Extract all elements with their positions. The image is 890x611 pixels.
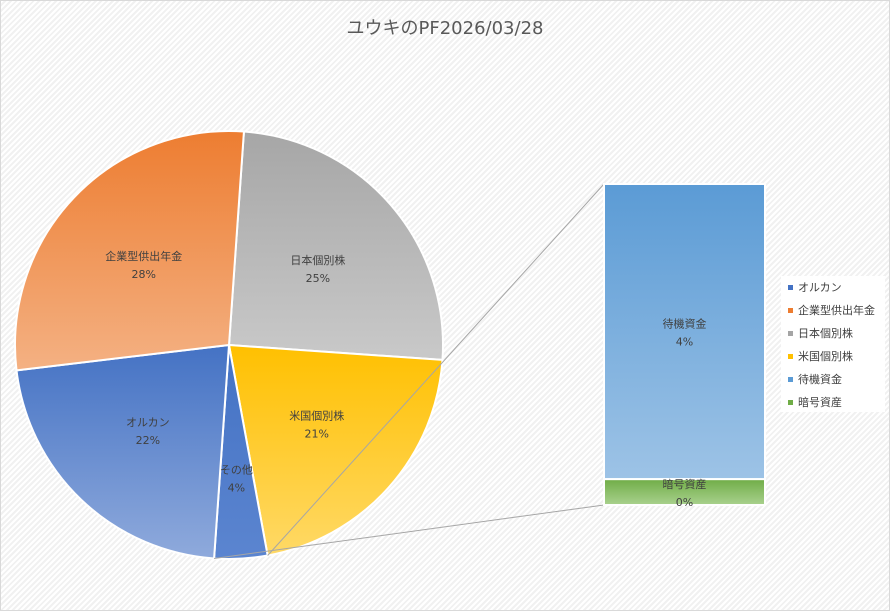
pie-label-name: その他	[220, 463, 253, 476]
stacked-bar	[603, 183, 766, 507]
legend-swatch	[788, 377, 793, 382]
bar-label-value: 4%	[676, 336, 693, 349]
data-labels: 日本個別株 25% 米国個別株 21% その他 4% オルカン 22% 企業型供出年金 28% 待機…	[105, 249, 706, 509]
pie-label-value: 4%	[228, 481, 245, 494]
legend-label: オルカン	[798, 281, 842, 294]
pie-slice-2	[227, 343, 444, 557]
pie-label-value: 28%	[132, 268, 156, 281]
legend-label: 日本個別株	[798, 326, 853, 340]
legend-background	[781, 276, 885, 412]
pie-label-value: 22%	[136, 434, 160, 447]
pie-label-name: 企業型供出年金	[105, 249, 182, 263]
legend-swatch	[788, 331, 793, 336]
bar-segment-1	[603, 183, 766, 481]
pie-label-name: 日本個別株	[290, 253, 345, 267]
connector-line-bottom	[214, 504, 605, 559]
legend-swatch	[788, 354, 793, 359]
legend-swatch	[788, 400, 793, 405]
pie-label-value: 25%	[306, 272, 330, 285]
bar-label-value: 0%	[676, 496, 693, 509]
legend-swatch	[788, 285, 793, 290]
connector-lines	[214, 183, 605, 559]
pie-slice-5	[14, 130, 245, 372]
legend-label: 企業型供出年金	[798, 303, 875, 317]
bar-segment-2	[603, 478, 766, 507]
pie-label-value: 21%	[305, 427, 329, 440]
legend-label: 米国個別株	[798, 349, 853, 363]
pie-label-name: 米国個別株	[289, 408, 344, 422]
legend-swatch	[788, 308, 793, 313]
connector-line-top	[267, 183, 605, 556]
bar-label-name: 待機資金	[663, 317, 707, 331]
pie-slices	[14, 130, 444, 560]
legend-label: 暗号資産	[798, 395, 842, 409]
pie-slice-1	[227, 130, 444, 361]
chart-title: ユウキのPF2026/03/28	[347, 18, 544, 39]
bar-label-name: 暗号資産	[663, 477, 707, 491]
legend-label: 待機資金	[798, 372, 842, 386]
pie-slice-4	[15, 343, 231, 560]
pie-label-name: オルカン	[126, 416, 170, 429]
